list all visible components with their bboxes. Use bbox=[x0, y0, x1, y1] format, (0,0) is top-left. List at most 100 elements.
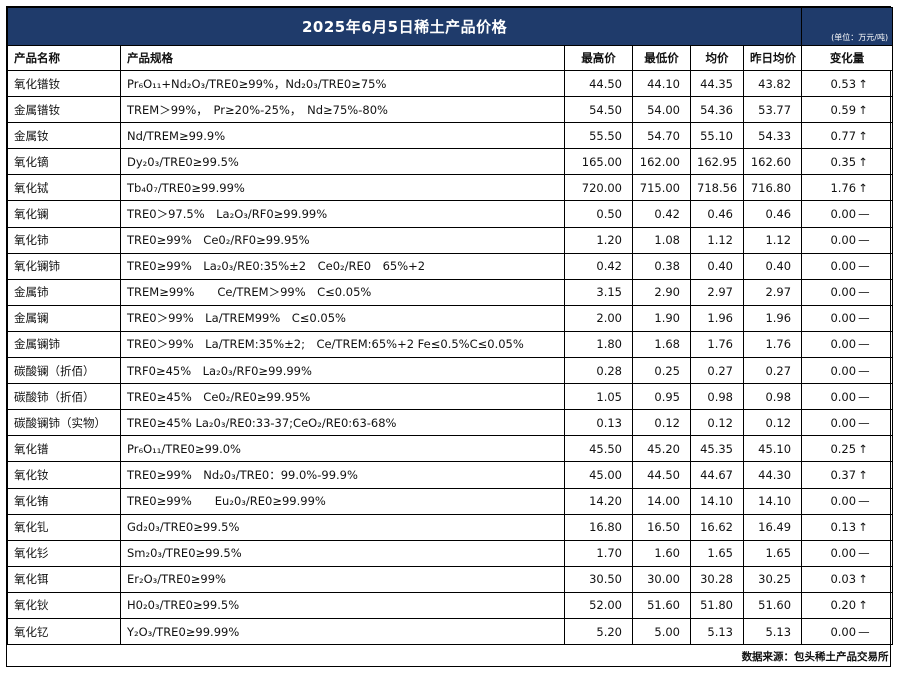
avg-price-cell: 0.40 bbox=[690, 252, 744, 280]
table-row: 金属铈 TREM≥99% Ce/TREM＞99% C≤0.05% 3.15 2.90 2… bbox=[7, 278, 894, 306]
table-row: 氧化钕 TRE0≥99% Nd₂0₃/TRE0：99.0%-99.9% 45.00 4… bbox=[7, 461, 894, 489]
high-price-cell: 54.50 bbox=[564, 96, 633, 124]
change-cell: 0.00— bbox=[801, 383, 894, 411]
price-table: 2025年6月5日稀土产品价格 (单位：万元/吨) 产品名称 产品规格 最高价 … bbox=[6, 7, 894, 668]
avg-price-cell: 718.56 bbox=[690, 174, 744, 202]
low-price-cell: 30.00 bbox=[632, 565, 691, 593]
prev-avg-cell: 0.40 bbox=[742, 252, 803, 280]
low-price-cell: 715.00 bbox=[632, 174, 691, 202]
product-name-cell: 氧化钕 bbox=[7, 461, 121, 489]
low-price-cell: 2.90 bbox=[632, 278, 691, 306]
change-value: 0.00 bbox=[830, 389, 857, 404]
table-row: 氧化镝 Dy₂0₃/TRE0≥99.5% 165.00 162.00 162.95 162… bbox=[7, 148, 894, 176]
prev-avg-cell: 1.76 bbox=[742, 330, 803, 359]
flat-dash-icon: — bbox=[858, 233, 870, 248]
flat-dash-icon: — bbox=[858, 415, 870, 430]
product-spec-cell: TRE0＞99% La/TREM99% C≤0.05% bbox=[120, 304, 565, 332]
up-arrow-icon: ↑ bbox=[858, 102, 868, 117]
high-price-cell: 16.80 bbox=[564, 513, 633, 541]
change-cell: 0.13 ↑ bbox=[801, 513, 894, 541]
prev-avg-cell: 53.77 bbox=[742, 96, 803, 124]
avg-price-cell: 162.95 bbox=[690, 148, 744, 176]
prev-avg-cell: 1.65 bbox=[742, 539, 803, 567]
high-price-cell: 45.50 bbox=[564, 435, 633, 463]
high-price-cell: 2.00 bbox=[564, 304, 633, 332]
avg-price-cell: 1.96 bbox=[690, 304, 744, 332]
product-spec-cell: Sm₂0₃/TRE0≥99.5% bbox=[120, 539, 565, 567]
product-spec-cell: TRE0≥45% Ce0₂/RE0≥99.95% bbox=[120, 383, 565, 411]
change-value: 0.35 bbox=[830, 154, 857, 169]
product-name-cell: 金属镧铈 bbox=[7, 330, 121, 359]
product-spec-cell: Dy₂0₃/TRE0≥99.5% bbox=[120, 148, 565, 176]
header-row: 产品名称 产品规格 最高价 最低价 均价 昨日均价 变化量 bbox=[7, 45, 894, 71]
flat-dash-icon: — bbox=[858, 337, 870, 352]
low-price-cell: 0.95 bbox=[632, 383, 691, 411]
table-row: 氧化镨钕 Pr₆O₁₁+Nd₂O₃/TRE0≥99%，Nd₂0₃/TRE0≥75%… bbox=[7, 69, 894, 98]
product-spec-cell: TRE0≥99% La₂0₃/RE0:35%±2 Ce0₂/RE0 65%+2 bbox=[120, 252, 565, 280]
up-arrow-icon: ↑ bbox=[858, 572, 868, 587]
flat-dash-icon: — bbox=[858, 207, 870, 222]
product-spec-cell: H0₂0₃/TRE0≥99.5% bbox=[120, 591, 565, 619]
table-row: 碳酸镧铈（实物） TRE0≥45% La₂0₃/RE0:33-37;CeO₂/RE… bbox=[7, 409, 894, 437]
avg-price-cell: 44.67 bbox=[690, 461, 744, 489]
avg-price-cell: 0.46 bbox=[690, 200, 744, 228]
flat-dash-icon: — bbox=[858, 311, 870, 326]
flat-dash-icon: — bbox=[858, 285, 870, 300]
product-name-cell: 氧化镨钕 bbox=[7, 69, 121, 98]
high-price-cell: 165.00 bbox=[564, 148, 633, 176]
table-body: 氧化镨钕 Pr₆O₁₁+Nd₂O₃/TRE0≥99%，Nd₂0₃/TRE0≥75%… bbox=[7, 69, 894, 646]
change-cell: 0.00— bbox=[801, 252, 894, 280]
product-spec-cell: Pr₆O₁₁/TRE0≥99.0% bbox=[120, 435, 565, 463]
prev-avg-cell: 16.49 bbox=[742, 513, 803, 541]
low-price-cell: 0.38 bbox=[632, 252, 691, 280]
change-cell: 0.37 ↑ bbox=[801, 461, 894, 489]
change-cell: 0.00— bbox=[801, 617, 894, 646]
prev-avg-cell: 45.10 bbox=[742, 435, 803, 463]
change-cell: 0.00— bbox=[801, 330, 894, 359]
prev-avg-cell: 1.12 bbox=[742, 226, 803, 254]
avg-price-cell: 1.12 bbox=[690, 226, 744, 254]
product-spec-cell: Nd/TREM≥99.9% bbox=[120, 122, 565, 150]
high-price-cell: 1.80 bbox=[564, 330, 633, 359]
prev-avg-cell: 0.98 bbox=[742, 383, 803, 411]
high-price-cell: 0.50 bbox=[564, 200, 633, 228]
avg-price-cell: 0.12 bbox=[690, 409, 744, 437]
change-value: 0.37 bbox=[830, 467, 857, 482]
product-name-cell: 氧化镝 bbox=[7, 148, 121, 176]
low-price-cell: 54.70 bbox=[632, 122, 691, 150]
product-name-cell: 碳酸镧铈（实物） bbox=[7, 409, 121, 437]
low-price-cell: 44.50 bbox=[632, 461, 691, 489]
high-price-cell: 52.00 bbox=[564, 591, 633, 619]
high-price-cell: 1.20 bbox=[564, 226, 633, 254]
low-price-cell: 1.90 bbox=[632, 304, 691, 332]
prev-avg-cell: 44.30 bbox=[742, 461, 803, 489]
change-cell: 0.77 ↑ bbox=[801, 122, 894, 150]
table-row: 氧化镧铈 TRE0≥99% La₂0₃/RE0:35%±2 Ce0₂/RE0 65… bbox=[7, 252, 894, 280]
flat-dash-icon: — bbox=[858, 363, 870, 378]
header-low: 最低价 bbox=[632, 45, 691, 71]
avg-price-cell: 51.80 bbox=[690, 591, 744, 619]
change-value: 0.00 bbox=[830, 207, 857, 222]
prev-avg-cell: 0.12 bbox=[742, 409, 803, 437]
prev-avg-cell: 51.60 bbox=[742, 591, 803, 619]
product-name-cell: 金属铈 bbox=[7, 278, 121, 306]
change-cell: 0.00— bbox=[801, 278, 894, 306]
header-prev-avg: 昨日均价 bbox=[742, 45, 803, 71]
prev-avg-cell: 0.27 bbox=[742, 357, 803, 385]
avg-price-cell: 1.65 bbox=[690, 539, 744, 567]
up-arrow-icon: ↑ bbox=[858, 520, 868, 535]
table-row: 氧化铒 Er₂O₃/TRE0≥99% 30.50 30.00 30.28 30.25 0.0… bbox=[7, 565, 894, 593]
table-row: 金属镧铈 TRE0＞99% La/TREM:35%±2; Ce/TREM:65%+… bbox=[7, 330, 894, 359]
change-cell: 0.00— bbox=[801, 200, 894, 228]
high-price-cell: 30.50 bbox=[564, 565, 633, 593]
change-value: 0.00 bbox=[830, 415, 857, 430]
flat-dash-icon: — bbox=[858, 624, 870, 639]
low-price-cell: 14.00 bbox=[632, 487, 691, 515]
high-price-cell: 1.05 bbox=[564, 383, 633, 411]
low-price-cell: 54.00 bbox=[632, 96, 691, 124]
avg-price-cell: 44.35 bbox=[690, 69, 744, 98]
product-name-cell: 金属镧 bbox=[7, 304, 121, 332]
avg-price-cell: 2.97 bbox=[690, 278, 744, 306]
table-row: 氧化镨 Pr₆O₁₁/TRE0≥99.0% 45.50 45.20 45.35 45.10… bbox=[7, 435, 894, 463]
up-arrow-icon: ↑ bbox=[858, 180, 868, 195]
